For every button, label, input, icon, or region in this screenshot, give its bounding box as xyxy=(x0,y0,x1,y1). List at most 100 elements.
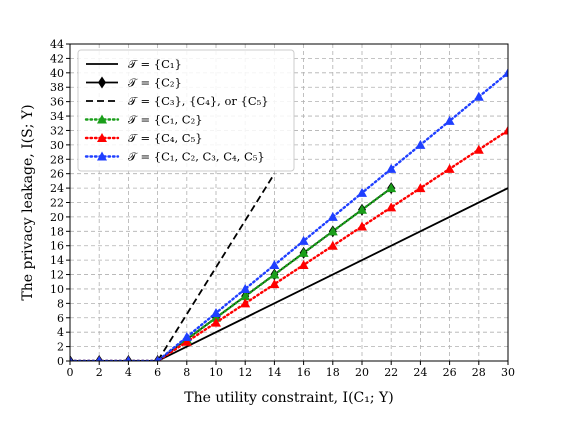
x-tick-label: 26 xyxy=(443,366,457,379)
data-point xyxy=(269,259,280,269)
y-tick-label: 38 xyxy=(50,81,64,94)
data-point xyxy=(240,283,251,293)
data-point xyxy=(97,114,107,124)
data-point xyxy=(211,307,221,317)
legend-label: 𝒯 = {C₁, C₂} xyxy=(128,113,203,127)
legend-label: 𝒯 = {C₃}, {C₄}, or {C₅} xyxy=(128,94,269,108)
series-6 xyxy=(70,67,508,361)
y-tick-label: 16 xyxy=(50,240,64,253)
data-point xyxy=(96,356,102,361)
legend-label: 𝒯 = {C₁} xyxy=(128,57,182,71)
data-point xyxy=(70,356,73,361)
data-point xyxy=(97,151,107,161)
data-point xyxy=(415,183,426,193)
y-tick-label: 14 xyxy=(50,254,64,267)
data-point xyxy=(98,76,106,89)
data-point xyxy=(211,312,221,322)
data-point xyxy=(125,356,132,361)
data-point xyxy=(444,115,455,125)
series-line xyxy=(70,173,276,361)
series-line xyxy=(70,187,508,361)
data-point xyxy=(298,259,309,269)
axis-ticks: 0 2 4 6 8 10 12 14 16 18 20 22 24 26 28 300246810121416… xyxy=(50,38,515,379)
x-tick-label: 12 xyxy=(238,366,252,379)
data-point xyxy=(386,163,397,173)
series-5 xyxy=(70,125,508,361)
x-tick-label: 28 xyxy=(472,366,486,379)
x-tick-label: 18 xyxy=(326,366,340,379)
legend-entry: 𝒯 = {C₁} xyxy=(86,57,182,71)
series-1 xyxy=(70,187,508,361)
legend-entry: 𝒯 = {C₂} xyxy=(86,76,182,90)
x-tick-label: 16 xyxy=(297,366,311,379)
y-tick-label: 26 xyxy=(50,168,64,181)
y-axis-label: The privacy leakage, I(S; Y) xyxy=(20,104,36,300)
x-tick-label: 14 xyxy=(267,366,281,379)
data-point xyxy=(181,336,192,346)
legend: 𝒯 = {C₁} 𝒯 = {C₂} 𝒯 = {C₃}, {C₄}, or {C₅} 𝒯… xyxy=(77,49,295,172)
legend-entry: 𝒯 = {C₄, C₅} xyxy=(84,131,203,145)
y-tick-label: 32 xyxy=(50,124,64,137)
y-tick-label: 44 xyxy=(50,38,64,51)
data-point xyxy=(269,279,280,289)
data-point xyxy=(327,226,338,236)
x-tick-label: 30 xyxy=(501,366,515,379)
y-tick-label: 18 xyxy=(50,225,64,238)
data-point xyxy=(327,211,338,221)
legend-entry: 𝒯 = {C₁, C₂} xyxy=(84,113,203,127)
legend-label: 𝒯 = {C₁, C₂, C₃, C₄, C₅} xyxy=(128,150,265,164)
y-tick-label: 6 xyxy=(57,312,64,325)
y-tick-label: 10 xyxy=(50,283,64,296)
data-point xyxy=(444,163,455,173)
data-point xyxy=(386,202,397,212)
data-point xyxy=(97,133,107,142)
data-point xyxy=(298,247,309,257)
x-tick-label: 0 xyxy=(67,366,74,379)
legend-entry: 𝒯 = {C₃}, {C₄}, or {C₅} xyxy=(86,94,269,108)
y-tick-label: 28 xyxy=(50,153,64,166)
x-axis-label: The utility constraint, I(C₁; Y) xyxy=(184,390,394,406)
y-tick-label: 40 xyxy=(50,67,64,80)
x-tick-label: 4 xyxy=(125,366,132,379)
x-tick-label: 22 xyxy=(384,366,398,379)
data-point xyxy=(357,187,367,197)
data-point xyxy=(357,221,367,231)
data-point xyxy=(240,291,251,301)
x-tick-label: 10 xyxy=(209,366,223,379)
y-tick-label: 22 xyxy=(50,197,64,210)
x-tick-label: 6 xyxy=(154,366,161,379)
x-tick-label: 8 xyxy=(183,366,190,379)
y-tick-label: 8 xyxy=(57,297,64,310)
legend-label: 𝒯 = {C₂} xyxy=(128,76,182,90)
series-4 xyxy=(70,183,397,361)
y-tick-label: 0 xyxy=(57,355,64,368)
x-tick-label: 24 xyxy=(413,366,427,379)
data-point xyxy=(503,125,508,135)
data-point xyxy=(473,144,484,154)
y-tick-label: 24 xyxy=(50,182,64,195)
x-tick-label: 2 xyxy=(96,366,103,379)
data-point xyxy=(269,269,280,279)
series-line xyxy=(70,186,393,361)
data-point xyxy=(386,183,397,193)
y-tick-label: 20 xyxy=(50,211,64,224)
y-tick-label: 12 xyxy=(50,269,64,282)
series-line xyxy=(70,129,508,361)
data-point xyxy=(357,204,367,214)
x-tick-label: 20 xyxy=(355,366,369,379)
series-layer xyxy=(70,67,508,361)
y-tick-label: 36 xyxy=(50,96,64,109)
data-point xyxy=(211,317,221,327)
data-point xyxy=(154,356,161,361)
data-point xyxy=(415,139,426,149)
legend-entry: 𝒯 = {C₁, C₂, C₃, C₄, C₅} xyxy=(84,150,265,164)
y-tick-label: 42 xyxy=(50,52,64,65)
y-tick-label: 2 xyxy=(57,341,64,354)
data-point xyxy=(503,67,508,77)
y-tick-label: 30 xyxy=(50,139,64,152)
data-point xyxy=(298,235,309,245)
legend-box xyxy=(77,49,295,172)
data-point xyxy=(240,298,251,308)
series-3 xyxy=(70,173,276,361)
